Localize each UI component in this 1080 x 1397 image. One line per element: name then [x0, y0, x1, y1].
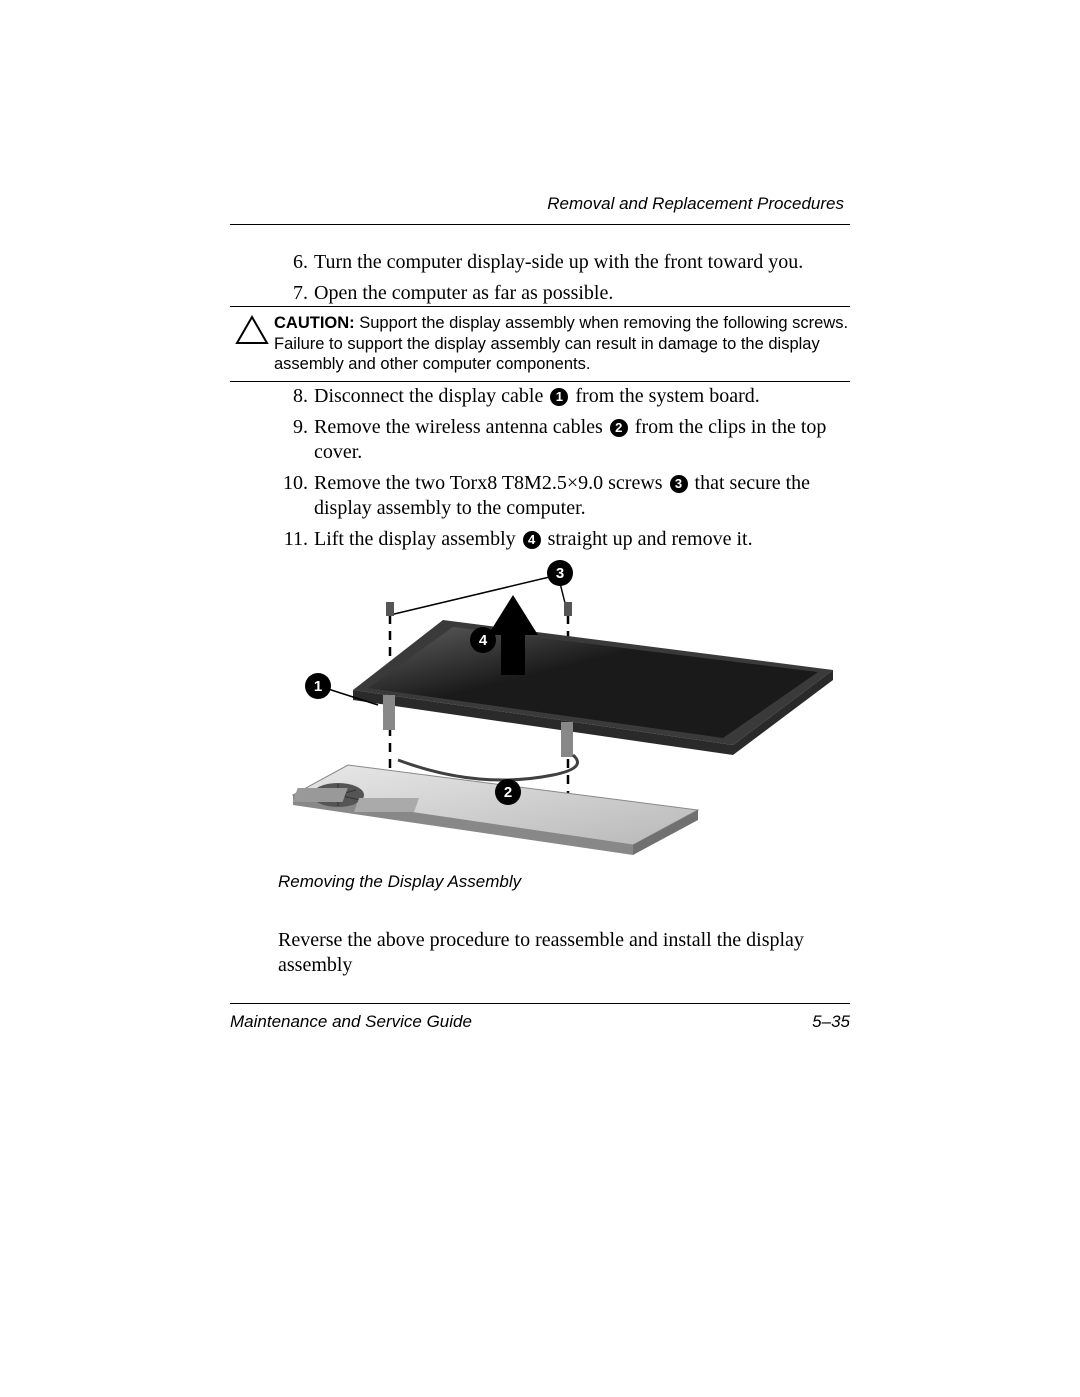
- header-title: Removal and Replacement Procedures: [230, 194, 850, 214]
- ordered-list: 8. Disconnect the display cable 1 from t…: [278, 384, 850, 552]
- header-rule: [230, 224, 850, 225]
- figure-callout-1: 1: [314, 678, 322, 695]
- step-text-pre: Disconnect the display cable: [314, 385, 548, 407]
- step-text: Turn the computer display-side up with t…: [314, 250, 850, 275]
- step-10: 10. Remove the two Torx8 T8M2.5×9.0 scre…: [278, 471, 850, 521]
- callout-marker-3: 3: [670, 475, 688, 493]
- step-text-post: from the system board.: [570, 385, 759, 407]
- steps-group-1: 6. Turn the computer display-side up wit…: [278, 250, 850, 312]
- step-7: 7. Open the computer as far as possible.: [278, 281, 850, 306]
- step-number: 7.: [278, 281, 308, 306]
- figure-callout-2: 2: [504, 784, 512, 801]
- step-text: Remove the two Torx8 T8M2.5×9.0 screws 3…: [314, 471, 850, 521]
- closing-paragraph: Reverse the above procedure to reassembl…: [278, 928, 850, 978]
- step-number: 8.: [278, 384, 308, 409]
- step-text: Disconnect the display cable 1 from the …: [314, 384, 850, 409]
- step-9: 9. Remove the wireless antenna cables 2 …: [278, 415, 850, 465]
- step-number: 6.: [278, 250, 308, 275]
- step-8: 8. Disconnect the display cable 1 from t…: [278, 384, 850, 409]
- display-assembly-diagram: 1 2 3 4: [278, 540, 838, 860]
- caution-text: CAUTION: Support the display assembly wh…: [274, 313, 850, 375]
- figure-diagram: 1 2 3 4: [278, 540, 850, 860]
- ordered-list: 6. Turn the computer display-side up wit…: [278, 250, 850, 306]
- footer-rule: [230, 1003, 850, 1004]
- callout-marker-2: 2: [610, 419, 628, 437]
- caution-box: CAUTION: Support the display assembly wh…: [230, 306, 850, 382]
- step-text-pre: Remove the wireless antenna cables: [314, 416, 608, 438]
- figure-caption: Removing the Display Assembly: [278, 872, 521, 892]
- step-6: 6. Turn the computer display-side up wit…: [278, 250, 850, 275]
- steps-group-2: 8. Disconnect the display cable 1 from t…: [278, 384, 850, 558]
- page: Removal and Replacement Procedures 6. Tu…: [0, 0, 1080, 1397]
- caution-triangle-icon: [230, 313, 274, 345]
- caution-label: CAUTION:: [274, 314, 355, 332]
- step-text: Remove the wireless antenna cables 2 fro…: [314, 415, 850, 465]
- page-header: Removal and Replacement Procedures: [230, 194, 850, 225]
- page-footer: Maintenance and Service Guide 5–35: [230, 1012, 850, 1032]
- display-panel: [353, 620, 833, 757]
- step-text: Open the computer as far as possible.: [314, 281, 850, 306]
- step-text-pre: Remove the two Torx8 T8M2.5×9.0 screws: [314, 472, 668, 494]
- figure-callout-4: 4: [479, 632, 488, 649]
- caution-body: Support the display assembly when removi…: [274, 314, 848, 373]
- footer-left: Maintenance and Service Guide: [230, 1012, 472, 1032]
- footer-page-number: 5–35: [812, 1012, 850, 1032]
- step-number: 10.: [278, 471, 308, 521]
- callout-marker-1: 1: [550, 388, 568, 406]
- step-number: 9.: [278, 415, 308, 465]
- figure-callout-3: 3: [556, 565, 564, 582]
